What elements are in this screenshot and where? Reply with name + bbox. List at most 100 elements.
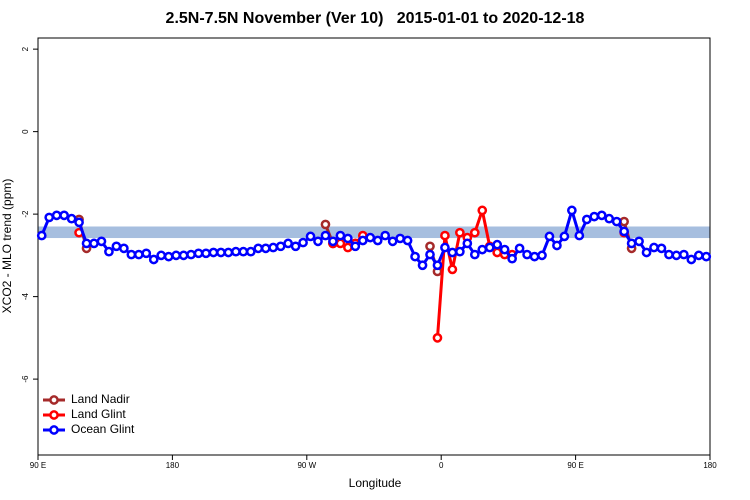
data-point	[59, 210, 69, 221]
y-tick-label: -4	[21, 293, 30, 301]
data-point	[507, 253, 517, 264]
data-point	[343, 233, 353, 244]
data-point	[313, 236, 323, 247]
legend-marker	[49, 425, 59, 435]
data-point	[126, 249, 137, 260]
data-point	[596, 210, 607, 221]
legend-marker	[49, 410, 59, 420]
data-point	[119, 243, 129, 254]
data-point	[216, 247, 226, 258]
data-point	[477, 205, 488, 216]
data-point	[320, 230, 331, 241]
data-point	[455, 227, 465, 238]
data-point	[664, 249, 674, 260]
legend-label: Ocean Glint	[71, 422, 135, 436]
data-point	[193, 248, 204, 259]
data-point	[432, 333, 443, 343]
data-point	[305, 231, 316, 242]
data-point	[268, 242, 279, 253]
y-tick-label: -6	[21, 375, 30, 383]
data-point	[36, 230, 47, 241]
legend-marker	[49, 395, 59, 405]
data-point	[469, 249, 480, 260]
data-point	[141, 248, 152, 259]
data-point	[111, 241, 122, 252]
data-point	[74, 217, 84, 228]
reference-band	[38, 226, 710, 239]
data-point	[425, 249, 435, 260]
x-axis-label: Longitude	[349, 476, 402, 490]
data-point	[611, 216, 622, 227]
y-tick-label: 0	[21, 129, 30, 134]
data-point	[201, 248, 211, 259]
data-point	[686, 254, 697, 265]
data-point	[484, 242, 495, 253]
data-point	[260, 243, 271, 254]
y-tick-label: 2	[21, 46, 30, 51]
data-point	[283, 238, 293, 249]
data-point	[178, 250, 189, 261]
data-point	[208, 247, 219, 258]
data-point	[320, 219, 331, 230]
data-point	[171, 250, 181, 261]
y-axis-label: XCO2 - MLO trend (ppm)	[0, 179, 14, 314]
data-point	[693, 250, 704, 261]
data-point	[522, 249, 532, 260]
data-point	[701, 251, 712, 262]
data-point	[81, 238, 92, 249]
data-point	[156, 250, 167, 261]
data-point	[619, 216, 629, 227]
data-point	[417, 260, 428, 271]
data-point	[133, 249, 144, 260]
data-point	[275, 241, 286, 252]
data-point	[328, 236, 338, 247]
data-point	[477, 244, 488, 255]
data-point	[402, 235, 413, 246]
data-point	[387, 236, 398, 247]
data-point	[425, 241, 435, 252]
data-point	[298, 237, 308, 248]
data-point	[350, 241, 361, 252]
data-point	[649, 242, 659, 253]
data-point	[626, 238, 637, 249]
data-point	[589, 211, 600, 222]
data-point	[104, 246, 114, 257]
x-tick-label: 90 W	[297, 461, 316, 470]
chart-title: 2.5N-7.5N November (Ver 10) 2015-01-01 t…	[166, 10, 585, 27]
data-point	[514, 243, 525, 254]
data-point	[148, 254, 159, 265]
data-point	[440, 242, 450, 253]
data-point	[335, 230, 346, 241]
data-point	[552, 240, 562, 251]
data-point	[634, 236, 644, 247]
data-point	[245, 246, 256, 257]
data-point	[410, 251, 420, 262]
data-point	[335, 238, 346, 249]
data-point	[529, 251, 540, 262]
plot-frame	[37, 37, 711, 456]
data-point	[641, 247, 652, 258]
data-point	[619, 226, 629, 237]
data-point	[380, 230, 391, 241]
data-point	[343, 242, 353, 253]
data-point	[231, 246, 241, 257]
data-point	[395, 233, 405, 244]
data-point	[492, 239, 503, 250]
data-point	[51, 210, 62, 221]
x-tick-label: 90 E	[30, 461, 46, 470]
data-point	[574, 230, 585, 241]
data-point	[499, 244, 510, 255]
data-point	[89, 238, 99, 249]
data-point	[671, 250, 682, 261]
x-tick-label: 180	[703, 461, 717, 470]
data-point	[440, 230, 450, 241]
data-point	[186, 249, 196, 260]
data-point	[447, 264, 458, 275]
y-tick-label: -2	[21, 210, 30, 218]
x-tick-label: 0	[439, 461, 444, 470]
data-point	[604, 213, 615, 224]
data-point	[432, 260, 443, 271]
data-point	[372, 235, 383, 246]
data-point	[544, 231, 555, 242]
